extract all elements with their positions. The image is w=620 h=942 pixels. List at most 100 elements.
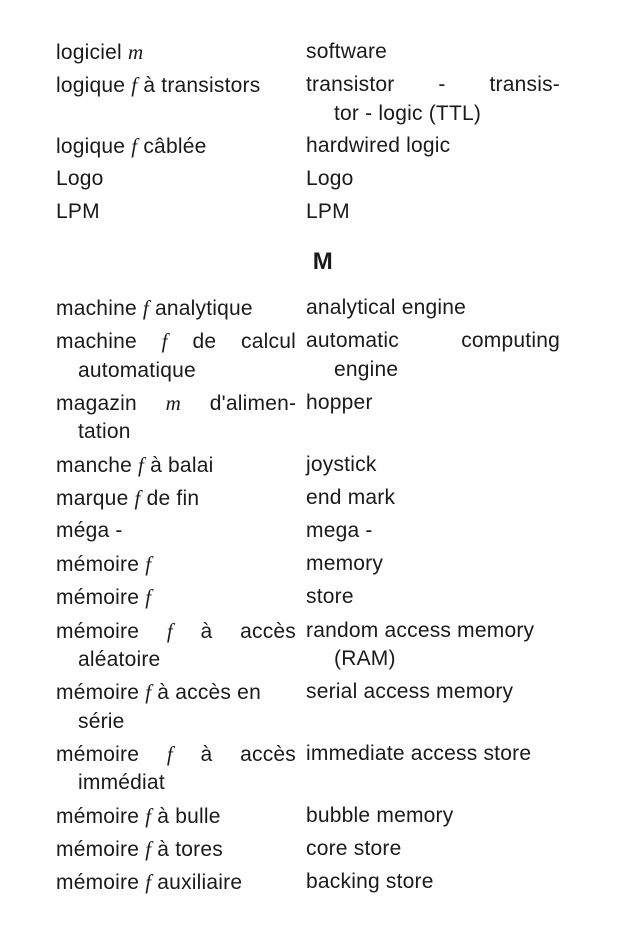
fr-text: mémoire: [56, 586, 145, 609]
fr-text: logiciel: [56, 41, 128, 64]
left-column: mémoire f: [56, 550, 306, 579]
fr-text: magazin: [56, 392, 166, 415]
gender-marker: f: [145, 585, 151, 609]
dictionary-entry-row: marque f de fin end mark: [56, 484, 590, 513]
right-column: random access mem­ory (RAM): [306, 617, 590, 674]
fr-text: méga -: [56, 519, 123, 542]
english-term: analytical engine: [306, 294, 590, 322]
fr-text: LPM: [56, 200, 100, 223]
right-column: transistor - transis-tor - logic (TTL): [306, 71, 590, 128]
fr-text: mémoire: [56, 681, 145, 704]
dictionary-entry-row: manche f à balaijoystick: [56, 451, 590, 480]
french-term: mémoire f auxiliaire: [56, 868, 296, 897]
french-term: marque f de fin: [56, 484, 296, 513]
right-column: serial access memory: [306, 678, 590, 706]
french-term: mémoire f à accès immédiat: [56, 740, 296, 798]
dictionary-entry-row: magazin m d'alimen­tation hopper: [56, 389, 590, 447]
left-column: mémoire f à accès en série: [56, 678, 306, 736]
section-before-m: logiciel msoftwarelogique f à transistor…: [56, 38, 590, 226]
dictionary-entry-row: méga - mega -: [56, 517, 590, 545]
left-column: LPM: [56, 198, 306, 226]
english-term: bubble memory: [306, 802, 590, 830]
dictionary-entry-row: logique f à transistorstransistor - tran…: [56, 71, 590, 128]
french-term: mémoire f à accès en série: [56, 678, 296, 736]
dictionary-entry-row: mémoire f auxiliaire backing store: [56, 868, 590, 897]
section-heading-m: M: [56, 248, 590, 276]
right-column: analytical engine: [306, 294, 590, 322]
dictionary-entry-row: LPM LPM: [56, 198, 590, 226]
fr-text: câblée: [137, 135, 206, 158]
gender-marker: f: [145, 552, 151, 576]
left-column: manche f à balai: [56, 451, 306, 480]
left-column: machine f de calcul automatique: [56, 327, 306, 385]
right-column: automatic computing engine: [306, 327, 590, 384]
left-column: logique f câblée: [56, 132, 306, 161]
right-column: immediate access store: [306, 740, 590, 768]
gender-marker: m: [128, 40, 143, 64]
fr-text: mémoire: [56, 553, 145, 576]
en-text: transis-: [489, 73, 560, 96]
french-term: Logo: [56, 165, 296, 193]
left-column: magazin m d'alimen­tation: [56, 389, 306, 447]
gender-marker: m: [166, 391, 181, 415]
english-term: end mark: [306, 484, 590, 512]
dictionary-entry-row: mémoire f à accès aléatoirerandom access…: [56, 617, 590, 675]
left-column: mémoire f: [56, 583, 306, 612]
right-column: backing store: [306, 868, 590, 896]
right-column: hopper: [306, 389, 590, 417]
english-term: random access mem­ory (RAM): [306, 617, 590, 674]
fr-text: marque: [56, 487, 135, 510]
dictionary-entry-row: mémoire fstore: [56, 583, 590, 612]
dictionary-entry-row: machine f analytique analytical engine: [56, 294, 590, 323]
left-column: mémoire f à bulle: [56, 802, 306, 831]
right-column: software: [306, 38, 590, 66]
left-column: logique f à transistors: [56, 71, 306, 100]
left-column: méga -: [56, 517, 306, 545]
fr-text: à tores: [151, 838, 223, 861]
fr-text: Logo: [56, 167, 104, 190]
english-term: mega -: [306, 517, 590, 545]
english-term: memory: [306, 550, 590, 578]
en-text: transistor -: [306, 73, 446, 96]
dictionary-page: logiciel msoftwarelogique f à transistor…: [0, 0, 620, 942]
fr-text: mémoire: [56, 871, 145, 894]
dictionary-entry-row: mémoire f memory: [56, 550, 590, 579]
fr-text: auxiliaire: [151, 871, 242, 894]
left-column: marque f de fin: [56, 484, 306, 513]
fr-text: analytique: [149, 297, 253, 320]
french-term: logiciel m: [56, 38, 296, 67]
fr-text: logique: [56, 135, 131, 158]
right-column: hardwired logic: [306, 132, 590, 160]
dictionary-entry-row: mémoire f à torescore store: [56, 835, 590, 864]
left-column: mémoire f à accès aléatoire: [56, 617, 306, 675]
english-term: hardwired logic: [306, 132, 590, 160]
french-term: mémoire f à bulle: [56, 802, 296, 831]
english-term: backing store: [306, 868, 590, 896]
fr-text: mémoire: [56, 838, 145, 861]
right-column: store: [306, 583, 590, 611]
english-term: core store: [306, 835, 590, 863]
french-term: machine f analytique: [56, 294, 296, 323]
english-term: serial access memory: [306, 678, 590, 706]
english-term: hopper: [306, 389, 590, 417]
fr-text: à balai: [144, 454, 213, 477]
french-term: magazin m d'alimen­tation: [56, 389, 296, 447]
french-term: mémoire f à accès aléatoire: [56, 617, 296, 675]
right-column: Logo: [306, 165, 590, 193]
french-term: mémoire f: [56, 550, 296, 579]
english-term: automatic computing engine: [306, 327, 590, 384]
dictionary-entry-row: mémoire f à accès en série serial access …: [56, 678, 590, 736]
fr-text: machine: [56, 297, 143, 320]
left-column: logiciel m: [56, 38, 306, 67]
english-term: software: [306, 38, 590, 66]
french-term: logique f câblée: [56, 132, 296, 161]
french-term: machine f de calcul automatique: [56, 327, 296, 385]
right-column: core store: [306, 835, 590, 863]
fr-text: mémoire: [56, 620, 167, 643]
right-column: LPM: [306, 198, 590, 226]
left-column: machine f analytique: [56, 294, 306, 323]
fr-text: logique: [56, 74, 131, 97]
dictionary-entry-row: mémoire f à bulle bubble memory: [56, 802, 590, 831]
french-term: manche f à balai: [56, 451, 296, 480]
left-column: mémoire f à accès immédiat: [56, 740, 306, 798]
